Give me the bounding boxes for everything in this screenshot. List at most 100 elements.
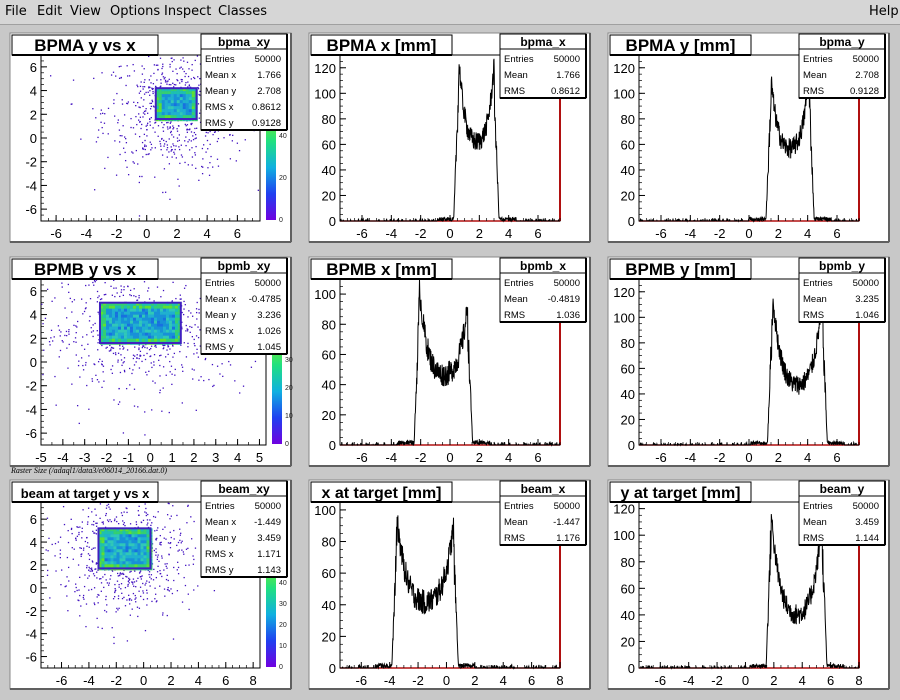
scatter-point bbox=[123, 357, 126, 359]
scatter-point bbox=[197, 76, 199, 78]
scatter-point bbox=[123, 347, 125, 349]
scatter-point bbox=[139, 106, 141, 109]
scatter-point bbox=[193, 520, 195, 523]
scatter-point bbox=[161, 73, 163, 76]
scatter-point bbox=[111, 372, 114, 374]
scatter-point bbox=[191, 336, 194, 338]
stats-label: Mean x bbox=[205, 70, 236, 81]
scatter-point bbox=[166, 567, 168, 569]
scatter-point bbox=[152, 90, 154, 93]
scatter-point bbox=[97, 626, 99, 628]
core-cell bbox=[107, 552, 111, 556]
scatter-point bbox=[156, 529, 158, 531]
scatter-point bbox=[66, 317, 68, 319]
scatter-point bbox=[128, 75, 131, 77]
core-cell bbox=[158, 112, 162, 116]
scatter-point bbox=[55, 570, 57, 572]
core-cell bbox=[156, 323, 160, 327]
scatter-point bbox=[185, 324, 187, 327]
scatter-point bbox=[214, 131, 216, 133]
menu-options[interactable]: Options bbox=[110, 4, 161, 19]
scatter-point bbox=[144, 113, 146, 115]
scatter-point bbox=[191, 147, 193, 149]
menu-view[interactable]: View bbox=[70, 4, 101, 19]
scatter-point bbox=[59, 553, 61, 555]
core-cell bbox=[140, 537, 144, 541]
scatter-point bbox=[184, 75, 186, 78]
scatter-point bbox=[188, 608, 190, 611]
scatter-point bbox=[146, 598, 149, 600]
core-cell bbox=[140, 549, 144, 553]
scatter-point bbox=[155, 64, 158, 66]
core-cell bbox=[143, 552, 147, 556]
scatter-point bbox=[193, 589, 195, 591]
scatter-point bbox=[76, 326, 78, 328]
scatter-point bbox=[97, 361, 100, 363]
scatter-point bbox=[113, 519, 116, 522]
scatter-point bbox=[104, 113, 106, 115]
scatter-point bbox=[116, 607, 118, 610]
scatter-point bbox=[187, 593, 189, 595]
scatter-point bbox=[96, 522, 98, 524]
core-cell bbox=[134, 534, 138, 538]
scatter-point bbox=[184, 84, 187, 86]
stats-label: RMS y bbox=[205, 342, 234, 353]
scatter-point bbox=[135, 580, 138, 582]
scatter-point bbox=[101, 344, 103, 347]
scatter-point bbox=[187, 505, 189, 507]
core-cell bbox=[167, 91, 171, 95]
menu-inspect[interactable]: Inspect bbox=[164, 4, 212, 19]
scatter-point bbox=[154, 121, 157, 124]
y-tick-label: 4 bbox=[30, 535, 37, 550]
root-canvas[interactable]: Raster Size (/adaql1/data3/e06014_20166.… bbox=[0, 26, 900, 700]
scatter-point bbox=[168, 151, 170, 153]
core-cell bbox=[159, 329, 163, 333]
core-cell bbox=[137, 531, 141, 535]
scatter-point bbox=[166, 563, 168, 565]
menu-file[interactable]: File bbox=[5, 4, 27, 19]
core-cell bbox=[167, 109, 171, 113]
pad-title: BPMB y [mm] bbox=[609, 258, 752, 280]
scatter-point bbox=[169, 371, 171, 373]
x-tick-label: -6 bbox=[655, 226, 667, 241]
core-cell bbox=[102, 338, 106, 342]
core-cell bbox=[153, 323, 157, 327]
core-cell bbox=[191, 103, 195, 107]
core-cell bbox=[155, 112, 159, 116]
stats-name: bpma_y bbox=[819, 35, 865, 49]
menu-help[interactable]: Help bbox=[869, 4, 899, 19]
scatter-point bbox=[198, 179, 200, 181]
core-cell bbox=[137, 543, 141, 547]
scatter-point bbox=[181, 540, 183, 542]
core-cell bbox=[98, 555, 102, 559]
plot-title: BPMB y [mm] bbox=[625, 260, 736, 279]
scatter-point bbox=[102, 112, 104, 114]
scatter-point bbox=[107, 503, 110, 506]
scatter-point bbox=[95, 374, 97, 376]
scatter-point bbox=[80, 138, 82, 140]
core-cell bbox=[134, 561, 138, 565]
scatter-point bbox=[81, 344, 83, 347]
menu-classes[interactable]: Classes bbox=[218, 4, 267, 19]
scatter-point bbox=[167, 586, 169, 589]
core-cell bbox=[155, 91, 159, 95]
menu-edit[interactable]: Edit bbox=[37, 4, 63, 19]
scatter-point bbox=[138, 344, 140, 346]
core-cell bbox=[132, 320, 136, 324]
core-cell bbox=[108, 305, 112, 309]
scatter-point bbox=[135, 361, 137, 363]
plots-svg[interactable]: Raster Size (/adaql1/data3/e06014_20166.… bbox=[0, 26, 900, 700]
core-cell bbox=[143, 537, 147, 541]
core-cell bbox=[108, 320, 112, 324]
scatter-point bbox=[77, 599, 79, 601]
core-cell bbox=[143, 534, 147, 538]
